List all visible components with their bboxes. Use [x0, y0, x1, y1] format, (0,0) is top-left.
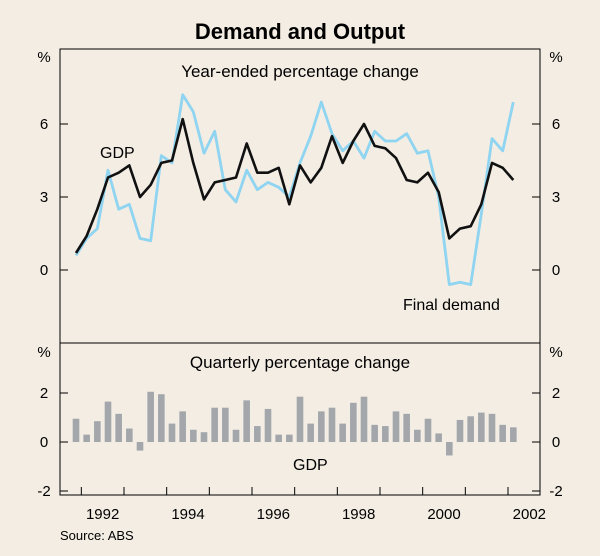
top-right-tick-label: 0 [552, 262, 560, 279]
bottom-right-tick-label: 2 [552, 385, 560, 402]
gdp-quarterly-bar [72, 418, 80, 442]
bottom-panel-subtitle: Quarterly percentage change [190, 353, 410, 372]
gdp-quarterly-bar [286, 434, 293, 442]
gdp-quarterly-bar [339, 423, 346, 442]
bottom-right-unit: % [549, 344, 562, 361]
gdp-bars-label: GDP [293, 457, 328, 474]
bottom-panel-y-ticks: -2 -2 0 0 2 2 [37, 385, 562, 500]
gdp-quarterly-bar [94, 421, 101, 442]
gdp-quarterly-bar [488, 413, 496, 442]
gdp-quarterly-bar [158, 394, 165, 442]
gdp-quarterly-bar [510, 427, 517, 442]
top-panel-y-ticks: 0 0 3 3 6 6 [40, 116, 560, 344]
gdp-quarterly-bar [83, 434, 90, 442]
x-tick-label: 1996 [257, 506, 290, 523]
gdp-quarterly-bar [200, 432, 208, 442]
gdp-quarterly-bar [179, 411, 186, 442]
gdp-quarterly-bar [307, 423, 314, 442]
x-tick-label: 2000 [427, 506, 460, 523]
gdp-quarterly-bar [328, 407, 336, 442]
bottom-right-tick-label: 0 [552, 434, 560, 451]
x-tick-label: 1992 [86, 506, 119, 523]
top-panel-subtitle: Year-ended percentage change [181, 62, 419, 81]
gdp-quarterly-bar [435, 433, 442, 442]
gdp-quarterly-bar [211, 407, 218, 442]
gdp-quarterly-bar [467, 416, 474, 442]
top-left-unit: % [37, 49, 50, 66]
bottom-left-tick-label: 2 [40, 385, 48, 402]
top-left-tick-label: 6 [40, 116, 48, 133]
bottom-left-unit: % [37, 344, 50, 361]
gdp-quarterly-bar [275, 434, 282, 442]
x-tick-label: 1994 [171, 506, 204, 523]
top-left-tick-label: 0 [40, 262, 48, 279]
gdp-quarterly-bar [414, 429, 421, 442]
gdp-quarterly-bar [254, 426, 261, 442]
gdp-quarterly-bar [243, 400, 250, 442]
gdp-quarterly-bar [318, 411, 325, 442]
plot-frame [59, 48, 541, 496]
gdp-quarterly-bars [72, 391, 517, 456]
gdp-quarterly-bar [104, 401, 112, 442]
x-tick-label: 2002 [513, 506, 546, 523]
gdp-quarterly-bar [190, 429, 197, 442]
gdp-quarterly-bar [222, 407, 229, 442]
gdp-quarterly-bar [296, 396, 304, 442]
gdp-quarterly-bar [456, 419, 464, 442]
gdp-quarterly-bar [232, 429, 240, 442]
chart-title: Demand and Output [195, 19, 406, 44]
gdp-quarterly-bar [168, 423, 176, 442]
gdp-quarterly-bar [136, 442, 144, 451]
gdp-quarterly-bar [126, 428, 133, 442]
top-right-unit: % [549, 49, 562, 66]
gdp-quarterly-bar [115, 413, 122, 442]
gdp-quarterly-bar [147, 391, 154, 442]
gdp-quarterly-bar [382, 426, 389, 442]
x-tick-label: 1998 [342, 506, 375, 523]
year-ended-lines [74, 93, 515, 287]
source-note: Source: ABS [60, 528, 134, 543]
gdp-quarterly-bar [424, 418, 432, 442]
top-right-tick-label: 3 [552, 189, 560, 206]
gdp-quarterly-bar [360, 396, 368, 442]
gdp-quarterly-bar [264, 408, 272, 442]
gdp-quarterly-bar [499, 424, 506, 442]
gdp-line [74, 117, 515, 254]
gdp-quarterly-bar [403, 413, 410, 442]
gdp-quarterly-bar [478, 412, 485, 442]
final-demand-line-label: Final demand [403, 297, 500, 314]
bottom-left-tick-label: 0 [40, 434, 48, 451]
top-left-tick-label: 3 [40, 189, 48, 206]
bottom-right-tick-label: -2 [549, 483, 562, 500]
gdp-line-label: GDP [100, 145, 135, 162]
bottom-left-tick-label: -2 [37, 483, 50, 500]
gdp-quarterly-bar [350, 402, 357, 442]
gdp-quarterly-bar [446, 442, 453, 456]
top-right-tick-label: 6 [552, 116, 560, 133]
gdp-quarterly-bar [392, 411, 400, 442]
gdp-quarterly-bar [371, 424, 378, 442]
x-axis: 1992 1994 1996 1998 2000 2002 [80, 487, 546, 523]
